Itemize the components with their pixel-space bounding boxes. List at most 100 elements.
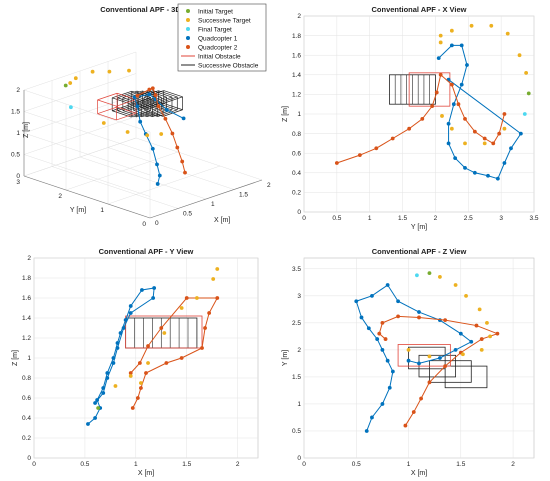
quadcopter-2-point bbox=[147, 87, 152, 92]
initial-target-point bbox=[427, 271, 432, 276]
quadcopter-2-point bbox=[183, 170, 187, 175]
successive-obstacle bbox=[144, 96, 164, 104]
quadcopter-2-point bbox=[153, 93, 158, 97]
z-axis-label: Z [m] bbox=[23, 122, 30, 138]
quadcopter-2-point bbox=[502, 112, 507, 116]
x-axis-label: X [m] bbox=[214, 217, 230, 224]
legend-swatch bbox=[186, 9, 190, 13]
quadcopter-2-point bbox=[495, 331, 500, 336]
quadcopter-2-point bbox=[128, 371, 133, 375]
quadcopter-1-point bbox=[101, 391, 106, 395]
y-tick-label: 0.2 bbox=[22, 435, 31, 442]
y-tick-label: 1.4 bbox=[292, 72, 301, 79]
successive-target-point bbox=[438, 33, 443, 38]
initial-obstacle bbox=[97, 99, 117, 107]
quadcopter-2-point bbox=[463, 117, 467, 121]
quadcopter-1-point bbox=[446, 121, 451, 126]
chart-conventional-apf-z-view: 0 0.5 1 1.5 2 0 0.5 1 1.5 2 2.5 3 3.5 Conventional AP… bbox=[282, 247, 535, 477]
y-tick-label: 1.8 bbox=[292, 33, 301, 40]
quadcopter-1-point bbox=[449, 43, 454, 48]
z-tick-label: 1.5 bbox=[11, 109, 20, 116]
y-tick-label: 3 bbox=[297, 293, 301, 300]
successive-obstacle bbox=[117, 103, 138, 111]
quadcopter-2-point bbox=[334, 161, 339, 165]
successive-target-point bbox=[438, 40, 443, 45]
successive-obstacle bbox=[133, 97, 153, 105]
quadcopter-1-point bbox=[121, 326, 126, 330]
initial-target-point bbox=[63, 83, 68, 88]
y-tick-label: 2.5 bbox=[292, 320, 301, 327]
y-tick-label: 3 bbox=[16, 179, 20, 186]
quadcopter-2-point bbox=[175, 145, 180, 150]
quadcopter-1-point bbox=[446, 141, 451, 146]
chart-conventional-apf-y-view: 0 0.5 1 1.5 2 0 0.2 0.4 0.6 0.8 1 1.2 1.4 1.6 1.8 2 Conv… bbox=[12, 247, 259, 477]
chart-title: Conventional APF - Y View bbox=[99, 247, 194, 256]
side-gridline bbox=[23, 89, 151, 133]
y-tick-label: 1.2 bbox=[22, 335, 31, 342]
x-axis-label: X [m] bbox=[411, 470, 427, 477]
legend-entry: Quadcopter 1 bbox=[198, 35, 238, 42]
quadcopter-1-point bbox=[436, 56, 441, 61]
quadcopter-2-point bbox=[200, 346, 204, 350]
x-tick-label: 1 bbox=[368, 215, 372, 222]
quadcopter-2-point bbox=[390, 136, 395, 141]
quadcopter-2-point bbox=[449, 82, 454, 87]
successive-target-point bbox=[90, 69, 95, 74]
quadcopter-1-point bbox=[155, 182, 160, 186]
chart-title: Conventional APF - X View bbox=[371, 5, 466, 14]
quadcopter-1-point bbox=[502, 161, 507, 165]
floor-gridline bbox=[79, 156, 207, 200]
quadcopter-1-point bbox=[93, 401, 97, 405]
quadcopter-1-point bbox=[459, 43, 464, 48]
legend-entry: Final Target bbox=[198, 26, 232, 33]
back-gridline bbox=[23, 137, 137, 177]
quadcopter-1-point bbox=[472, 170, 477, 175]
quadcopter-1-point bbox=[147, 92, 152, 97]
successive-obstacle bbox=[158, 90, 178, 98]
successive-target-point bbox=[127, 68, 131, 73]
successive-target-point bbox=[440, 114, 444, 118]
successive-target-point bbox=[162, 331, 167, 335]
successive-obstacle bbox=[122, 110, 142, 118]
x-tick-label: 1 bbox=[407, 461, 411, 468]
quadcopter-1-point bbox=[509, 146, 513, 151]
quadcopter-2-point bbox=[417, 315, 421, 320]
x-tick-label: 0.5 bbox=[332, 215, 341, 222]
successive-target-point bbox=[211, 277, 216, 281]
quadcopter-2-point bbox=[482, 136, 487, 141]
final-target-point bbox=[69, 105, 73, 110]
successive-target-point bbox=[101, 121, 106, 125]
y-tick-label: 0.4 bbox=[22, 415, 31, 422]
legend: Initial Target Successive Target Final Tar… bbox=[177, 3, 267, 72]
quadcopter-1-point bbox=[135, 104, 140, 109]
x-tick-label: 2 bbox=[236, 461, 240, 468]
quadcopter-2-point bbox=[430, 104, 435, 109]
quadcopter-1-point bbox=[364, 429, 369, 433]
quadcopter-1-point bbox=[101, 386, 106, 390]
successive-target-point bbox=[449, 126, 454, 131]
y-tick-label: 0.8 bbox=[22, 375, 31, 382]
successive-obstacle bbox=[162, 96, 183, 104]
quadcopter-1-point bbox=[469, 339, 474, 344]
y-tick-label: 1.2 bbox=[292, 92, 301, 99]
successive-obstacle bbox=[408, 346, 446, 370]
y-tick-label: 1 bbox=[27, 355, 31, 362]
successive-target-point bbox=[125, 130, 130, 134]
x-tick-label: 0 bbox=[302, 215, 306, 222]
x-tick-label: 0.5 bbox=[352, 461, 361, 468]
successive-target-point bbox=[139, 381, 143, 385]
quadcopter-1-point bbox=[150, 146, 155, 151]
y-axis bbox=[23, 175, 151, 219]
quadcopter-2-point bbox=[420, 117, 425, 121]
successive-target-point bbox=[488, 334, 492, 339]
y-tick-label: 1 bbox=[297, 401, 301, 408]
quadcopter-1-point bbox=[387, 385, 392, 390]
quadcopter-1-point bbox=[359, 315, 364, 320]
successive-target-point bbox=[215, 267, 220, 271]
y-tick-label: 0.4 bbox=[292, 170, 301, 177]
quadcopter-1-point bbox=[453, 347, 458, 352]
back-gridline bbox=[23, 116, 137, 155]
x-axis-label: X [m] bbox=[138, 470, 154, 477]
y-tick-label: 1.6 bbox=[22, 295, 31, 302]
quadcopter-1-point bbox=[495, 176, 500, 181]
